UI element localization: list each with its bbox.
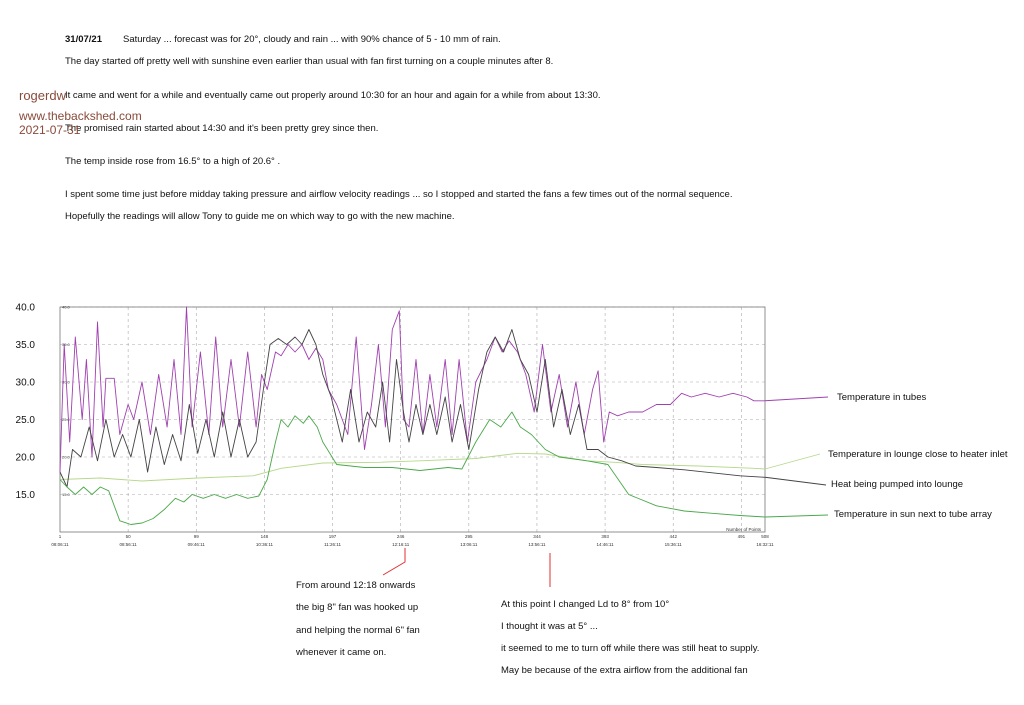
x-tick-point: 1 xyxy=(59,534,62,539)
annotation-ld-1: At this point I changed Ld to 8° from 10… xyxy=(501,599,670,610)
series-line-3 xyxy=(59,411,766,525)
watermark-date: 2021-07-31 xyxy=(19,123,81,137)
x-tick-time: 09:46:11 xyxy=(188,542,206,547)
note-line-4: The temp inside rose from 16.5° to a hig… xyxy=(65,156,281,167)
x-axis-label: Number of Points xyxy=(726,527,762,532)
annotation-fan-3: and helping the normal 6" fan xyxy=(296,625,420,636)
x-tick-point: 508 xyxy=(761,534,769,539)
annotation-ld-4: May be because of the extra airflow from… xyxy=(501,665,748,676)
x-tick-time: 13:06:11 xyxy=(460,542,478,547)
legend-leader-0 xyxy=(764,396,829,402)
series-line-2 xyxy=(59,329,766,488)
annotation-fan-1: From around 12:18 onwards xyxy=(296,580,416,591)
annotation-ld-3: it seemed to me to turn off while there … xyxy=(501,643,760,654)
y-tick-label: 35.0 xyxy=(16,340,36,351)
y-tick-label-small: 20.0 xyxy=(62,455,71,460)
y-tick-label: 40.0 xyxy=(16,303,36,314)
x-tick-time: 08:56:11 xyxy=(120,542,138,547)
y-tick-label: 20.0 xyxy=(16,453,36,464)
marker-fan-hookup xyxy=(382,548,406,576)
note-line-6: Hopefully the readings will allow Tony t… xyxy=(65,211,455,222)
x-tick-time: 08:06:11 xyxy=(51,542,69,547)
chart-grid xyxy=(60,306,765,532)
forecast-summary: Saturday ... forecast was for 20°, cloud… xyxy=(123,34,501,45)
y-tick-label-small: 35.0 xyxy=(62,342,71,347)
x-tick-time: 11:26:11 xyxy=(324,542,341,547)
note-line-1: The day started off pretty well with sun… xyxy=(65,56,554,67)
annotation-ld-2: I thought it was at 5° ... xyxy=(501,621,598,632)
annotation-fan-2: the big 8" fan was hooked up xyxy=(296,602,419,613)
x-tick-time: 13:56:11 xyxy=(528,542,546,547)
legend-label-lounge-inlet: Temperature in lounge close to heater in… xyxy=(828,449,1008,460)
series-line-1 xyxy=(59,452,766,482)
watermark-site: www.thebackshed.com xyxy=(19,109,142,123)
x-tick-time: 14:46:11 xyxy=(596,542,614,547)
watermark-user: rogerdw xyxy=(19,88,66,103)
legend-label-heat-pumped: Heat being pumped into lounge xyxy=(831,479,964,490)
x-tick-point: 148 xyxy=(261,534,269,539)
y-tick-label-small: 40.0 xyxy=(62,305,71,310)
x-tick-time: 10:36:11 xyxy=(256,542,274,547)
y-tick-label-small: 25.0 xyxy=(62,417,71,422)
x-tick-point: 197 xyxy=(329,534,337,539)
legend-leader-1 xyxy=(764,453,821,470)
note-line-5: I spent some time just before midday tak… xyxy=(65,189,733,200)
legend-leader-2 xyxy=(764,476,827,486)
x-tick-point: 99 xyxy=(194,534,200,539)
x-tick-time: 15:36:11 xyxy=(665,542,683,547)
x-tick-time: 12:16:11 xyxy=(392,542,410,547)
x-axis: 1 08:06:11 50 08:56:11 99 09:46:11 148 10:36:11… xyxy=(51,527,774,547)
x-tick-point: 295 xyxy=(465,534,473,539)
legend-label-sun-temp: Temperature in sun next to tube array xyxy=(834,509,992,520)
note-line-2: It came and went for a while and eventua… xyxy=(65,90,601,101)
x-tick-point: 246 xyxy=(397,534,405,539)
legend-leaders xyxy=(764,396,829,518)
x-tick-point: 442 xyxy=(669,534,677,539)
legend-label-tubes: Temperature in tubes xyxy=(837,392,927,403)
y-tick-label: 25.0 xyxy=(16,415,36,426)
y-tick-label: 30.0 xyxy=(16,378,36,389)
series-line-0 xyxy=(59,306,765,473)
y-tick-label-small: 15.0 xyxy=(62,492,71,497)
x-tick-point: 393 xyxy=(601,534,609,539)
x-tick-point: 491 xyxy=(738,534,746,539)
x-tick-time: 16:32:11 xyxy=(756,542,774,547)
annotation-fan-4: whenever it came on. xyxy=(296,647,387,658)
note-line-3: The promised rain started about 14:30 an… xyxy=(65,123,379,134)
x-tick-point: 344 xyxy=(533,534,541,539)
x-tick-point: 50 xyxy=(126,534,132,539)
plot-frame xyxy=(59,306,766,533)
legend-leader-3 xyxy=(764,514,829,518)
series-lines xyxy=(59,306,766,525)
y-tick-label: 15.0 xyxy=(16,490,36,501)
report-date: 31/07/21 xyxy=(65,34,102,45)
